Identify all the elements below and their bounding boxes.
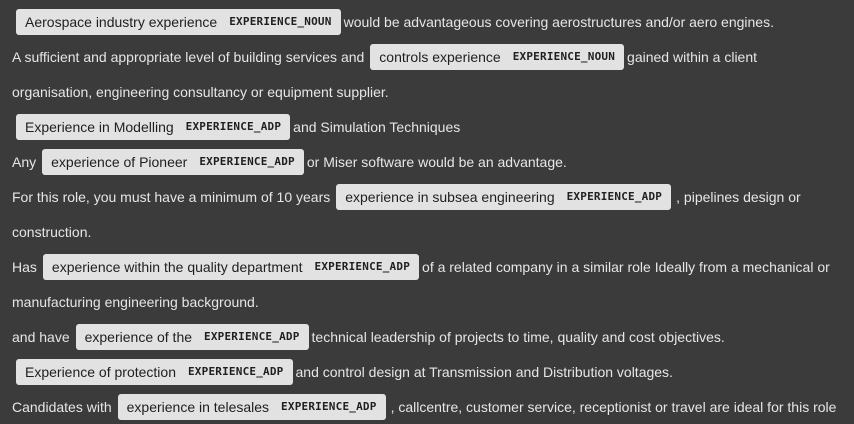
entity-label: EXPERIENCE_ADP xyxy=(185,120,282,133)
plain-text: or Miser software would be an advantage. xyxy=(306,153,567,170)
plain-text: organisation, engineering consultancy or… xyxy=(12,83,389,100)
text-line: Aerospace industry experience EXPERIENCE_… xyxy=(12,4,850,39)
entity-label: EXPERIENCE_ADP xyxy=(199,155,295,168)
text-line: Candidates with experience in telesales EX… xyxy=(12,389,850,424)
entity-label: EXPERIENCE_ADP xyxy=(187,365,284,378)
plain-text: , pipelines design or xyxy=(676,188,801,205)
entity-span[interactable]: Experience of protection EXPERIENCE_ADP xyxy=(16,358,293,385)
plain-text: manufacturing engineering background. xyxy=(12,293,259,310)
text-line: Experience in Modelling EXPERIENCE_ADP and… xyxy=(12,109,850,144)
text-line: For this role, you must have a minimum o… xyxy=(12,179,850,214)
plain-text: would be advantageous covering aerostruc… xyxy=(343,13,774,30)
plain-text: gained within a client xyxy=(627,48,758,65)
entity-label: EXPERIENCE_NOUN xyxy=(512,50,616,63)
plain-text: A sufficient and appropriate level of bu… xyxy=(12,48,365,65)
entity-text: Aerospace industry experience xyxy=(25,13,218,30)
text-line: Experience of protection EXPERIENCE_ADP an… xyxy=(12,354,850,389)
plain-text: Any xyxy=(12,153,37,170)
entity-text: experience of the xyxy=(84,328,193,345)
plain-text: For this role, you must have a minimum o… xyxy=(12,188,331,205)
text-line: manufacturing engineering background. xyxy=(12,284,850,319)
entity-span[interactable]: experience in subsea engineering EXPERIEN… xyxy=(336,183,672,210)
entity-label: EXPERIENCE_ADP xyxy=(281,400,377,413)
entity-text: Experience in Modelling xyxy=(25,118,174,135)
entity-span[interactable]: controls experience EXPERIENCE_NOUN xyxy=(370,43,625,70)
plain-text: of a related company in a similar role I… xyxy=(422,258,830,275)
text-line: construction. xyxy=(12,214,850,249)
entity-text: experience in telesales xyxy=(126,398,270,415)
entity-text: controls experience xyxy=(379,48,501,65)
plain-text: and Simulation Techniques xyxy=(293,118,461,135)
entity-text: Experience of protection xyxy=(25,363,176,380)
plain-text: , callcentre, customer service, receptio… xyxy=(390,398,837,415)
entity-label: EXPERIENCE_NOUN xyxy=(229,15,332,28)
entity-label: EXPERIENCE_ADP xyxy=(204,330,300,343)
entity-span[interactable]: Experience in Modelling EXPERIENCE_ADP xyxy=(16,113,291,140)
plain-text: and have xyxy=(12,328,70,345)
entity-label: EXPERIENCE_ADP xyxy=(314,260,411,273)
plain-text: construction. xyxy=(12,223,92,240)
text-line: organisation, engineering consultancy or… xyxy=(12,74,850,109)
entity-span[interactable]: experience of Pioneer EXPERIENCE_ADP xyxy=(42,148,304,175)
entity-label: EXPERIENCE_ADP xyxy=(566,190,663,203)
text-line: and have experience of the EXPERIENCE_ADP t… xyxy=(12,319,850,354)
plain-text: technical leadership of projects to time… xyxy=(311,328,725,345)
entity-span[interactable]: experience of the EXPERIENCE_ADP xyxy=(75,323,309,350)
entity-span[interactable]: experience in telesales EXPERIENCE_ADP xyxy=(117,393,386,420)
entity-text: experience of Pioneer xyxy=(51,153,188,170)
plain-text: Candidates with xyxy=(12,398,112,415)
text-line: Any experience of Pioneer EXPERIENCE_ADP or… xyxy=(12,144,850,179)
entity-span[interactable]: experience within the quality department… xyxy=(42,253,420,280)
text-line: Has experience within the quality departm… xyxy=(12,249,850,284)
plain-text: Has xyxy=(12,258,37,275)
text-line: A sufficient and appropriate level of bu… xyxy=(12,39,850,74)
entity-span[interactable]: Aerospace industry experience EXPERIENCE_… xyxy=(16,8,341,35)
entity-text: experience within the quality department xyxy=(51,258,303,275)
entity-text: experience in subsea engineering xyxy=(345,188,555,205)
plain-text: and control design at Transmission and D… xyxy=(295,363,673,380)
